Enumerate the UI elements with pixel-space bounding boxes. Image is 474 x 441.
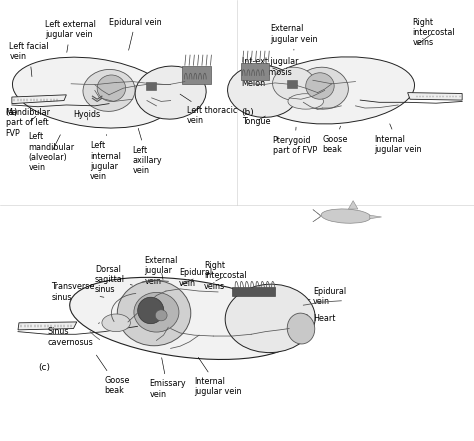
Ellipse shape [12,57,173,128]
Ellipse shape [273,67,315,101]
Ellipse shape [296,67,348,109]
Ellipse shape [97,75,126,101]
Polygon shape [408,93,462,100]
Polygon shape [348,201,358,209]
Ellipse shape [83,69,135,112]
Text: (a): (a) [6,108,18,117]
Text: Heart: Heart [306,314,335,323]
Text: Left
axillary
vein: Left axillary vein [133,128,162,176]
FancyBboxPatch shape [146,82,156,90]
Ellipse shape [287,313,315,344]
Text: Right
intercostal
veins: Right intercostal veins [204,261,246,291]
Polygon shape [18,322,77,330]
Text: Dorsal
sagittal
sinus: Dorsal sagittal sinus [95,265,132,295]
Ellipse shape [228,65,299,117]
FancyBboxPatch shape [232,287,275,296]
Text: Transverse
sinus: Transverse sinus [51,282,104,302]
Text: Emissary
vein: Emissary vein [149,358,186,399]
Text: Left facial
vein: Left facial vein [9,42,49,77]
Ellipse shape [321,209,371,223]
Text: (c): (c) [38,363,50,371]
Ellipse shape [137,297,164,324]
Text: Internal
jugular vein: Internal jugular vein [194,357,242,396]
Ellipse shape [70,277,300,359]
Text: Epidural
vein: Epidural vein [308,287,346,306]
Text: Melon: Melon [242,79,266,88]
Text: Epidural vein: Epidural vein [109,18,162,50]
Text: External
jugular vein: External jugular vein [270,24,318,50]
Text: Mandibular
part of left
FVP: Mandibular part of left FVP [6,108,51,138]
Text: Hyoids: Hyoids [73,110,100,120]
Polygon shape [370,215,382,219]
Text: Left thoracic
vein: Left thoracic vein [180,94,237,125]
Text: Left external
jugular vein: Left external jugular vein [45,20,96,52]
Polygon shape [12,95,66,104]
Text: Int-ext jugular
anastomosis: Int-ext jugular anastomosis [242,57,298,77]
Ellipse shape [117,280,191,346]
Text: Tongue: Tongue [242,116,270,126]
FancyBboxPatch shape [241,63,269,80]
Text: Left
internal
jugular
vein: Left internal jugular vein [90,135,121,181]
Ellipse shape [155,310,167,321]
Ellipse shape [306,73,334,99]
Ellipse shape [135,66,206,119]
Ellipse shape [102,314,130,332]
Text: Epidural
vein: Epidural vein [179,268,212,288]
Ellipse shape [288,93,323,109]
Text: Internal
jugular vein: Internal jugular vein [374,124,422,154]
Text: (b): (b) [242,108,255,117]
Polygon shape [313,209,321,222]
Text: Goose
beak: Goose beak [96,355,130,395]
Ellipse shape [225,284,315,353]
Text: External
jugular
vein: External jugular vein [145,256,178,286]
Text: Pterygoid
part of FVP: Pterygoid part of FVP [273,127,317,155]
Text: Right
intercostal
veins: Right intercostal veins [412,18,455,48]
Ellipse shape [134,292,179,332]
Text: Left
mandibular
(alveolar)
vein: Left mandibular (alveolar) vein [28,132,74,172]
FancyBboxPatch shape [287,80,297,88]
Ellipse shape [258,57,415,124]
Text: Sinus
cavernosus: Sinus cavernosus [47,323,100,347]
FancyBboxPatch shape [182,66,211,84]
Text: Goose
beak: Goose beak [322,126,348,154]
